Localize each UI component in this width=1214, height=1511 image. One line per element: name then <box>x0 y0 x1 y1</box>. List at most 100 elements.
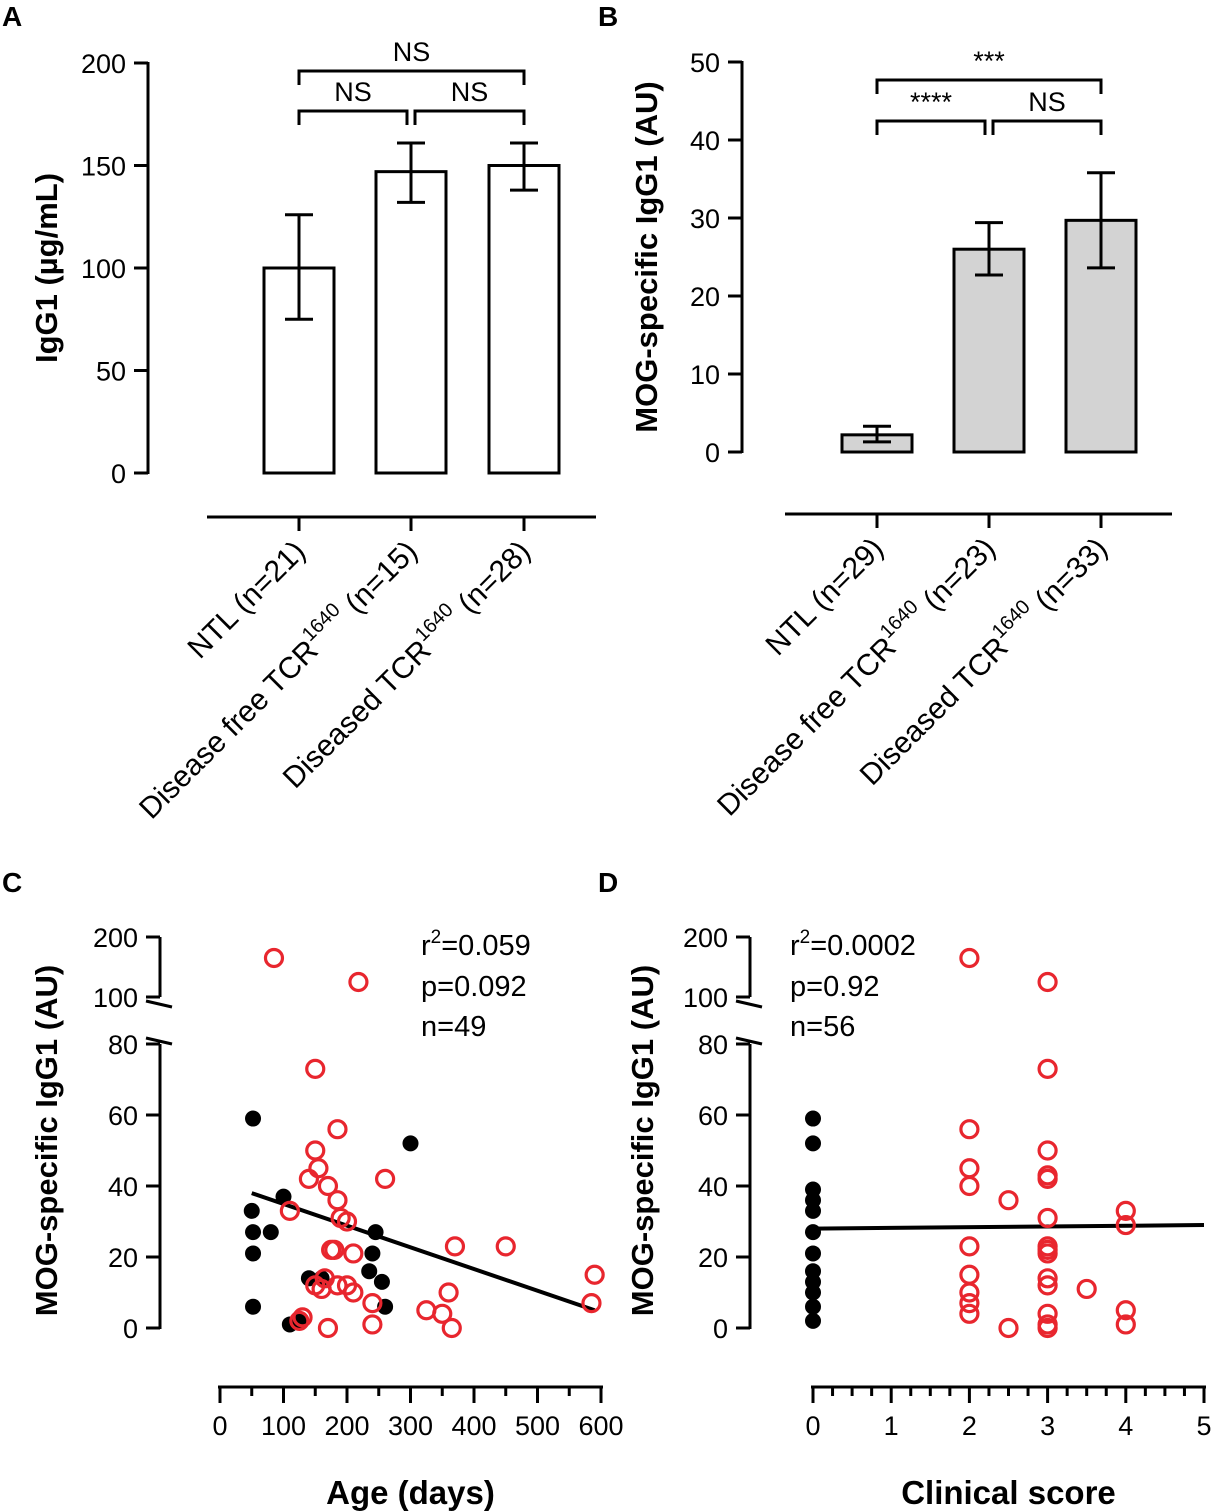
x-tick-label: 0 <box>212 1411 227 1441</box>
data-point-filled <box>373 1273 390 1290</box>
stat-n: n=56 <box>790 1011 855 1043</box>
data-point-open <box>305 1058 326 1079</box>
y-axis-label: MOG-specific IgG1 (AU) <box>29 965 64 1316</box>
y-tick-label: 200 <box>683 923 728 953</box>
data-point-filled <box>364 1245 381 1262</box>
data-point-open <box>959 1119 980 1140</box>
x-axis-label: Clinical score <box>901 1474 1116 1511</box>
x-axis-label: Age (days) <box>326 1474 495 1511</box>
data-point-open <box>327 1119 348 1140</box>
x-tick-label: 5 <box>1196 1411 1211 1441</box>
panel-label-d: D <box>598 867 618 898</box>
y-tick-label: 150 <box>81 152 126 182</box>
significance-bracket <box>875 78 1103 94</box>
significance-label: NS <box>393 37 431 67</box>
panel-label-b: B <box>598 1 618 32</box>
stat-r-squared: r2=0.0002 <box>790 927 916 962</box>
data-point-open <box>432 1303 453 1324</box>
data-point-filled <box>805 1245 821 1262</box>
data-point-open <box>279 1200 300 1221</box>
y-tick-label: 80 <box>108 1030 138 1060</box>
data-point-filled <box>245 1298 262 1315</box>
data-point-open <box>1037 1317 1058 1339</box>
data-point-open <box>998 1317 1019 1339</box>
panel-d: D 0 20 40 60 80 100 200 MOG-specific IgG1 (AU) 0… <box>598 867 1212 1511</box>
data-point-open <box>343 1282 364 1303</box>
regression-line <box>812 1223 1205 1231</box>
data-point-open <box>416 1300 437 1321</box>
data-point-open <box>1037 1303 1058 1324</box>
panel-label-c: C <box>2 867 22 898</box>
data-point-open <box>495 1236 516 1257</box>
data-point-open <box>1037 1140 1058 1161</box>
data-point-open <box>1037 1168 1058 1190</box>
data-point-open <box>959 947 980 969</box>
data-point-open <box>362 1314 383 1335</box>
data-point-open <box>343 1243 364 1264</box>
category-text: Disease free TCR <box>133 634 325 826</box>
y-tick-label: 0 <box>111 459 126 489</box>
data-point-filled <box>245 1245 262 1262</box>
data-point-open <box>289 1310 310 1332</box>
category-count: (n=33) <box>1023 532 1114 623</box>
data-point-open <box>348 971 369 993</box>
y-tick-label: 30 <box>690 204 720 234</box>
x-tick-label: 3 <box>1040 1411 1055 1441</box>
category-count: (n=15) <box>333 535 424 626</box>
data-point-filled <box>243 1202 260 1219</box>
y-tick-label: 40 <box>108 1172 138 1202</box>
bar <box>952 247 1026 454</box>
y-tick-label: 20 <box>108 1243 138 1273</box>
data-point-open <box>959 1293 980 1314</box>
data-point-open <box>1037 1058 1058 1079</box>
data-point-open <box>305 1140 326 1161</box>
bar <box>374 170 448 475</box>
stat-r-value: =0.059 <box>441 930 531 962</box>
y-tick-label: 60 <box>108 1101 138 1131</box>
y-tick-label: 20 <box>690 282 720 312</box>
y-tick-label: 200 <box>81 49 126 79</box>
data-point-open <box>998 1190 1019 1211</box>
category-count: (n=23) <box>911 532 1002 623</box>
y-axis-label: IgG1 (µg/mL) <box>29 173 64 363</box>
data-point-open <box>298 1168 319 1190</box>
data-point-open <box>327 1190 348 1211</box>
significance-bracket <box>875 119 987 135</box>
data-point-open <box>1037 1268 1058 1289</box>
data-point-filled <box>805 1224 821 1241</box>
data-point-filled <box>361 1263 378 1280</box>
x-tick-label: 300 <box>388 1411 433 1441</box>
data-point-open <box>1115 1200 1136 1221</box>
data-point-filled <box>805 1312 821 1329</box>
x-tick-label: 4 <box>1118 1411 1133 1441</box>
data-point-open <box>1037 971 1058 993</box>
data-point-filled <box>805 1135 821 1152</box>
data-point-open <box>321 1239 342 1261</box>
data-point-open <box>584 1264 605 1285</box>
y-tick-label: 100 <box>93 983 138 1013</box>
x-tick-label: 200 <box>324 1411 369 1441</box>
data-point-open <box>1037 1275 1058 1296</box>
data-point-open <box>317 1317 339 1339</box>
x-tick-label: 600 <box>578 1411 623 1441</box>
x-tick-label: 100 <box>261 1411 306 1441</box>
data-point-filled <box>805 1202 821 1219</box>
significance-bracket <box>991 119 1103 135</box>
axis-break-mark <box>735 999 763 1009</box>
significance-bracket <box>297 69 526 85</box>
axis-break-mark <box>145 999 173 1009</box>
significance-bracket <box>297 109 409 125</box>
x-tick-label: 2 <box>962 1411 977 1441</box>
data-point-open <box>263 947 285 969</box>
data-point-open <box>1037 1207 1058 1229</box>
significance-label: NS <box>451 77 489 107</box>
data-point-filled <box>367 1224 384 1241</box>
panel-label-a: A <box>2 1 22 32</box>
stat-r-sup: 2 <box>800 927 811 948</box>
y-tick-label: 200 <box>93 923 138 953</box>
y-tick-label: 0 <box>713 1314 728 1344</box>
stat-r: r <box>421 930 431 962</box>
